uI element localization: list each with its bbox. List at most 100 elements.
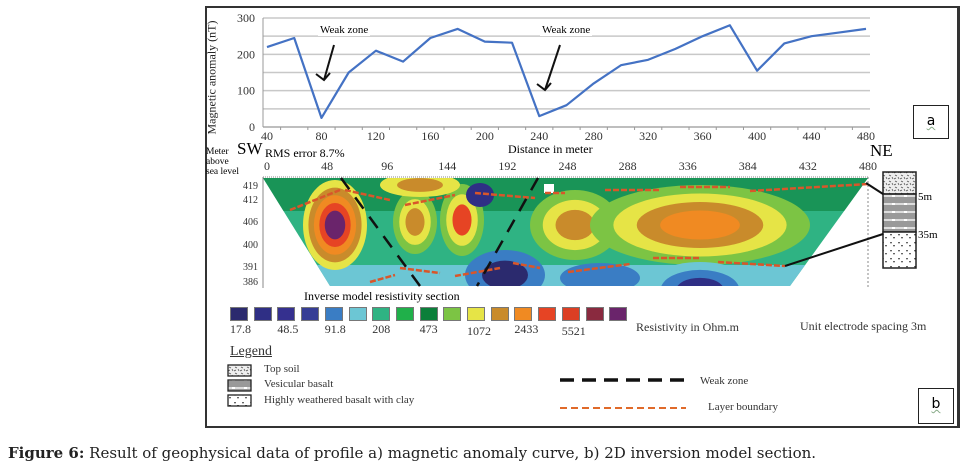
- colorbar-swatch: [538, 307, 557, 321]
- layer-boundary-line: [474, 191, 536, 200]
- section-x-tick-label: 0: [264, 159, 270, 173]
- magnetic-chart-axes: 0 100 200 300 40 80 120 160 200 240 280 320 360 400 44…: [237, 11, 875, 143]
- section-y-tick-label: 406: [243, 217, 258, 228]
- colorbar-swatch: [395, 307, 414, 321]
- strat-vesicular-basalt: [882, 193, 917, 233]
- strat-35m-label: 35m: [918, 229, 938, 241]
- figure-caption-text: Result of geophysical data of profile a)…: [84, 444, 817, 462]
- x-tick-label: 240: [530, 129, 548, 143]
- y-tick-label: 200: [237, 47, 255, 61]
- x-tick-label: 80: [315, 129, 327, 143]
- colorbar-tick-label: 17.8: [230, 322, 251, 336]
- colorbar-swatch: [419, 307, 438, 321]
- colorbar-swatch: [609, 307, 628, 321]
- section-interpretation-lines: [289, 177, 869, 287]
- weak-zone-arrowhead: [315, 72, 331, 82]
- strat-connector-top: [865, 182, 884, 195]
- section-y-tick-label: 412: [243, 195, 258, 206]
- colorbar-swatch: [372, 307, 391, 321]
- colorbar-tick-label: 1072: [467, 324, 491, 338]
- legend-weathered-label: Highly weathered basalt with clay: [264, 394, 415, 406]
- section-x-tick-label: 432: [799, 159, 817, 173]
- distance-axis-label: Distance in meter: [508, 142, 593, 156]
- legend-weak-zone-label: Weak zone: [700, 375, 749, 387]
- x-tick-label: 400: [748, 129, 766, 143]
- x-tick-label: 480: [857, 129, 875, 143]
- x-tick-label: 200: [476, 129, 494, 143]
- layer-boundary-line: [717, 260, 786, 268]
- resistivity-contour: [482, 260, 528, 286]
- colorbar-swatch: [253, 307, 272, 321]
- strat-5m-label: 5m: [918, 191, 933, 203]
- section-x-tick-label: 336: [679, 159, 697, 173]
- section-x-tick-label: 248: [559, 159, 577, 173]
- resistivity-contour: [397, 178, 443, 192]
- colorbar-swatch: [348, 307, 367, 321]
- x-tick-label: 120: [367, 129, 385, 143]
- weak-zone-arrow: [544, 44, 561, 91]
- resistivity-contour: [324, 210, 346, 240]
- x-tick-label: 280: [585, 129, 603, 143]
- layer-boundary-line: [289, 188, 341, 212]
- legend-vesicular-label: Vesicular basalt: [264, 378, 334, 390]
- colorbar-swatch: [277, 307, 296, 321]
- layer-boundary-line: [512, 261, 541, 270]
- magnetic-chart-series: [266, 24, 867, 120]
- layer-boundary-line: [399, 266, 441, 275]
- section-x-tick-label: 96: [381, 159, 393, 173]
- figure-frame: [205, 6, 960, 428]
- x-tick-label: 320: [639, 129, 657, 143]
- elevation-label-line-2: above: [206, 157, 229, 167]
- layer-boundary-line: [404, 193, 456, 207]
- section-x-tick-label: 384: [739, 159, 757, 173]
- resistivity-contour: [676, 277, 724, 286]
- section-x-tick-label: 144: [438, 159, 456, 173]
- weak-zone-line: [475, 177, 540, 287]
- weak-zone-label-1: Weak zone: [318, 24, 371, 36]
- electrode-spacing-note: Unit electrode spacing 3m: [800, 319, 927, 333]
- section-axes: 0 48 96 144 192 248 288 336 384 432 480 419 412 406 40…: [243, 159, 877, 288]
- colorbar-swatch: [490, 307, 509, 321]
- colorbar-tick-label: 91.8: [324, 322, 346, 336]
- strat-weathered-basalt: [882, 231, 917, 269]
- section-x-tick-label: 192: [498, 159, 516, 173]
- x-tick-label: 360: [694, 129, 712, 143]
- colorbar-tick-label: 473: [419, 322, 438, 336]
- colorbar-tick-label: 208: [372, 322, 391, 336]
- magnetic-anomaly-line: [266, 24, 867, 120]
- legend-patterns: [227, 364, 686, 409]
- legend-top-soil-label: Top soil: [264, 363, 300, 375]
- colorbar-swatch: [467, 307, 485, 321]
- resistivity-contour: [660, 269, 740, 286]
- section-x-tick-label: 48: [321, 159, 333, 173]
- colorbar-tick-label: 2433: [514, 322, 539, 336]
- colorbar-tick-label: 48.5: [277, 322, 299, 336]
- panel-a-label: a: [913, 105, 949, 139]
- panel-b-label: b: [918, 388, 954, 424]
- strat-top-soil: [882, 171, 917, 195]
- layer-boundary-line: [369, 273, 396, 284]
- section-y-tick-label: 391: [243, 262, 258, 273]
- colorbar-swatch: [561, 307, 580, 321]
- legend-vesicular-swatch: [227, 379, 252, 392]
- figure-caption: Figure 6: Result of geophysical data of …: [8, 444, 816, 462]
- section-y-tick-label: 419: [243, 181, 258, 192]
- sw-direction-label: SW: [237, 139, 263, 158]
- resistivity-contour: [405, 208, 425, 236]
- weak-zone-label-2: Weak zone: [540, 24, 593, 36]
- x-tick-label: 160: [421, 129, 439, 143]
- elevation-label-line-3: sea level: [206, 167, 239, 177]
- strat-connector-bottom: [784, 233, 884, 267]
- weak-zone-arrow: [323, 44, 335, 81]
- weak-zone-arrowhead: [536, 82, 552, 92]
- elevation-label-line-1: Meter: [206, 147, 229, 157]
- x-tick-label: 440: [803, 129, 821, 143]
- colorbar-swatch: [324, 307, 343, 321]
- resistivity-contour: [452, 204, 472, 236]
- resistivity-contour: [660, 210, 740, 240]
- rms-error-label: RMS error 8.7%: [265, 146, 345, 160]
- resistivity-contour: [555, 209, 595, 241]
- section-y-tick-label: 400: [243, 240, 258, 251]
- figure-caption-label: Figure 6:: [8, 444, 85, 462]
- section-title: Inverse model resistivity section: [304, 289, 460, 303]
